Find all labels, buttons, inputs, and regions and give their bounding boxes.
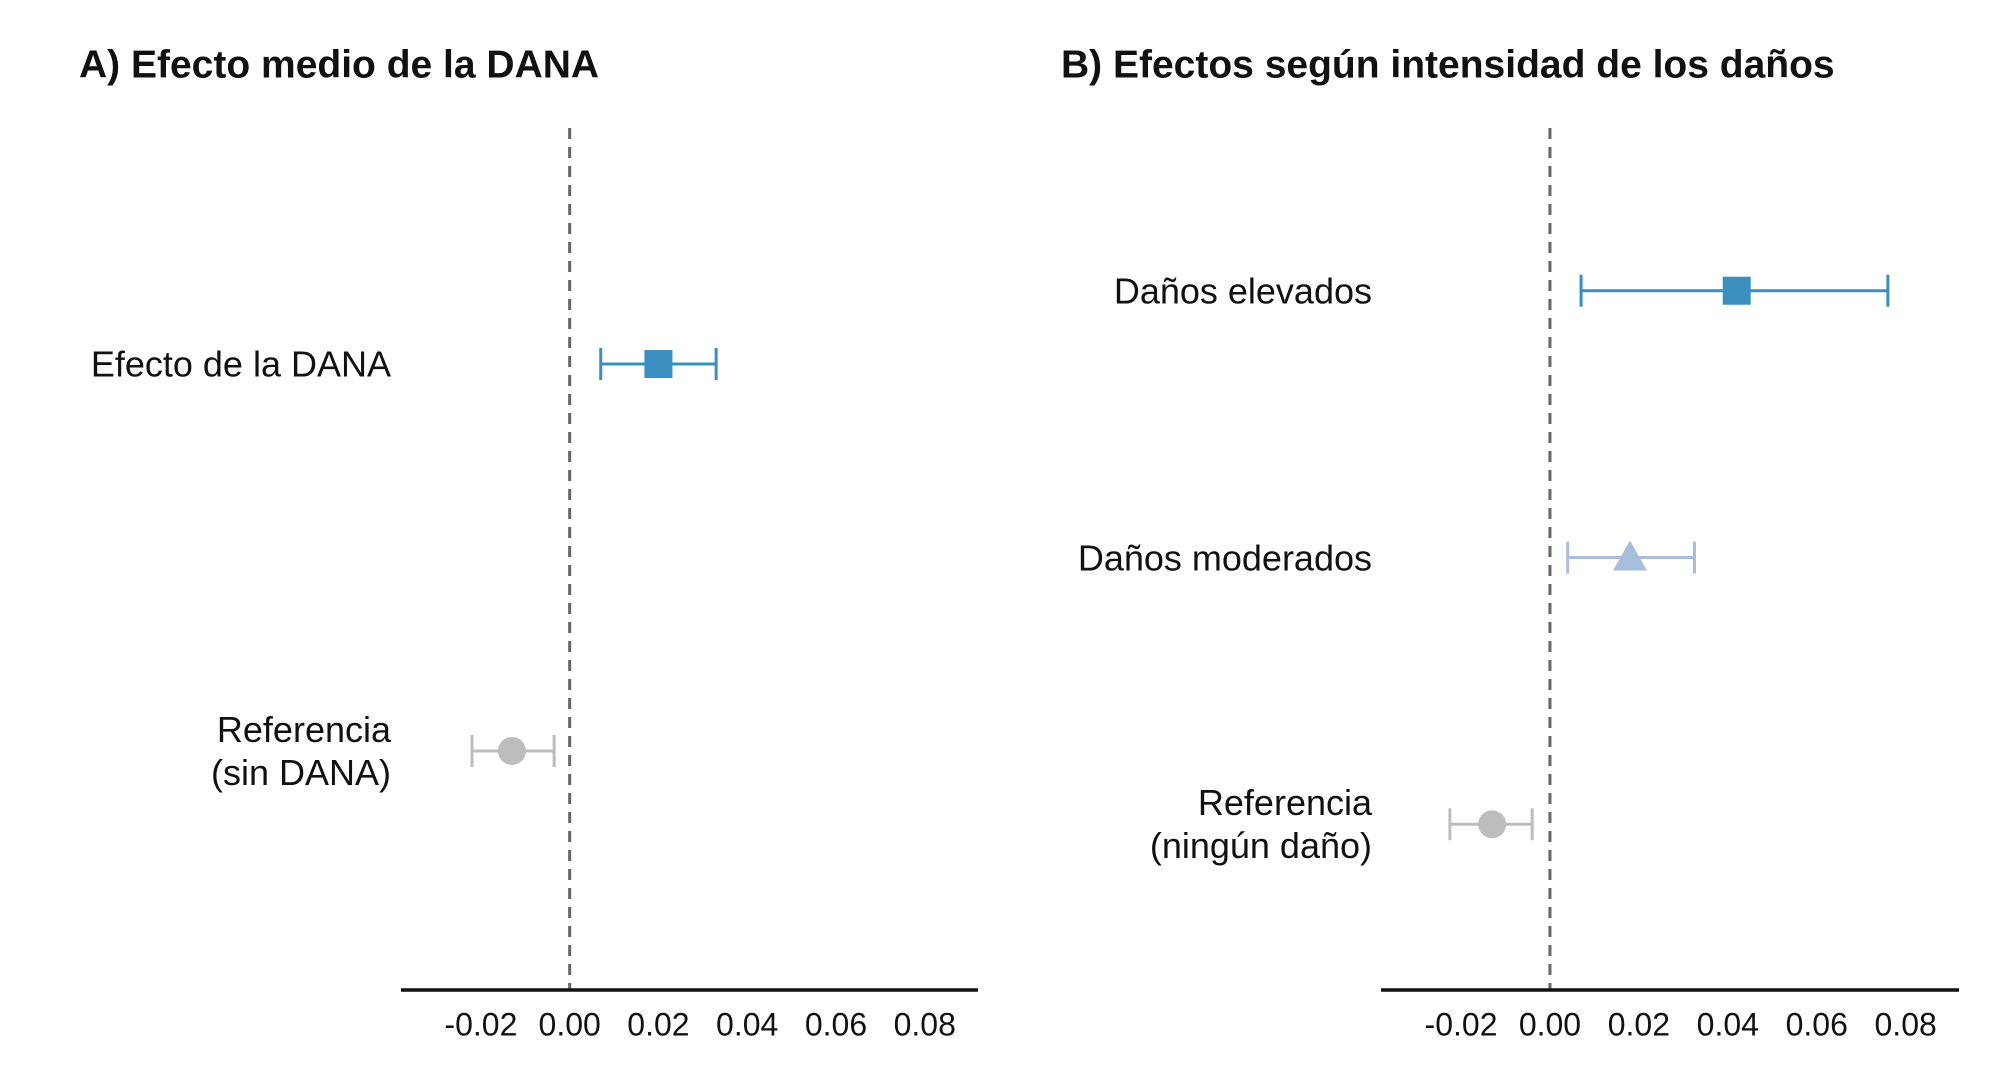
x-tick-label: 0.08	[1875, 1006, 1937, 1042]
x-tick-label: -0.02	[444, 1006, 517, 1042]
x-tick-label: 0.02	[627, 1006, 689, 1042]
category-label: Referencia (ningún daño)	[1149, 782, 1372, 867]
category-label: Efecto de la DANA	[90, 343, 391, 385]
x-tick-label: 0.00	[539, 1006, 601, 1042]
x-tick-label: 0.04	[1697, 1006, 1759, 1042]
x-tick-label: 0.06	[1786, 1006, 1848, 1042]
point-estimate	[1478, 810, 1507, 839]
point-estimate	[1612, 540, 1647, 571]
category-label: Daños moderados	[1077, 537, 1372, 578]
category-label: Referencia (sin DANA)	[210, 708, 391, 793]
x-tick-label: 0.06	[805, 1006, 867, 1042]
x-tick-label: 0.08	[894, 1006, 956, 1042]
x-tick-label: -0.02	[1425, 1006, 1498, 1042]
x-tick-label: 0.00	[1519, 1006, 1581, 1042]
category-label: Daños elevados	[1113, 270, 1372, 312]
point-estimate	[497, 736, 526, 765]
point-estimate	[644, 350, 673, 379]
panel-title: A) Efecto medio de la DANA	[79, 43, 599, 86]
panel-title: B) Efectos según intensidad de los daños	[1061, 43, 1835, 86]
point-estimate	[1722, 276, 1751, 305]
x-tick-label: 0.04	[716, 1006, 778, 1042]
x-tick-label: 0.02	[1608, 1006, 1670, 1042]
